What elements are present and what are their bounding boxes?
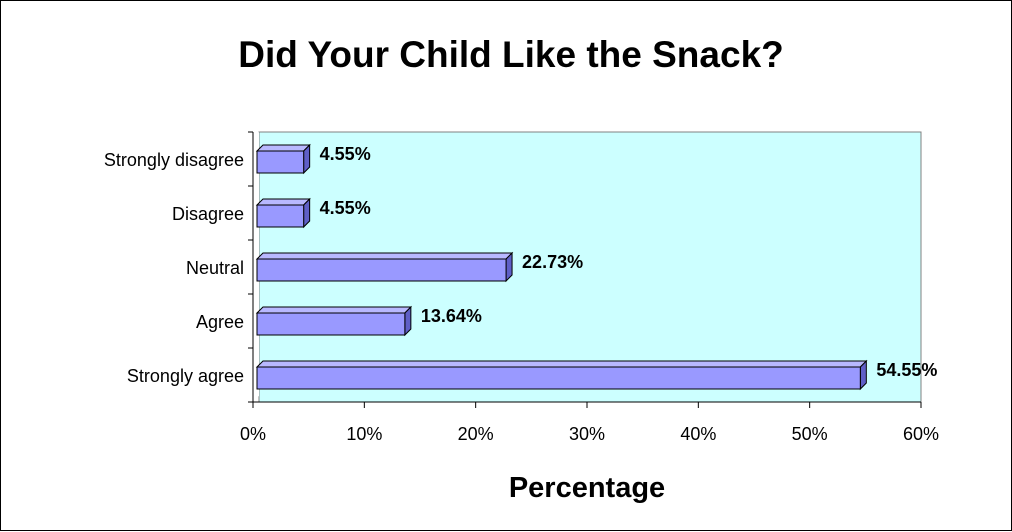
x-tick-label-3: 30% [569,424,605,444]
bar-1 [255,197,311,229]
value-labels-group: 4.55% 4.55% 22.73% 13.64% 54.55% [320,144,938,380]
bar-4 [255,359,868,391]
x-tick-label-5: 50% [792,424,828,444]
value-label-0: 4.55% [320,144,371,164]
category-label-1: Disagree [172,204,244,224]
bars-group [255,143,868,391]
chart-title: Did Your Child Like the Snack? [238,34,784,75]
bar-2 [255,251,514,283]
category-label-4: Strongly agree [127,366,244,386]
category-label-2: Neutral [186,258,244,278]
x-tick-label-4: 40% [680,424,716,444]
x-axis-title: Percentage [509,472,665,504]
x-tick-label-0: 0% [240,424,266,444]
bar-top-face [255,198,311,206]
category-label-3: Agree [196,312,244,332]
value-label-1: 4.55% [320,198,371,218]
bar-top-face [255,306,413,314]
value-label-2: 22.73% [522,252,583,272]
category-label-0: Strongly disagree [104,150,244,170]
axes-group: Strongly disagree Disagree Neutral Agree Str… [104,131,939,444]
bar-3 [255,305,413,337]
x-tick-label-2: 20% [458,424,494,444]
bar-top-face [255,360,868,368]
bar-front-face [256,258,507,282]
x-tick-label-1: 10% [346,424,382,444]
bar-front-face [256,366,861,390]
bar-front-face [256,150,305,174]
value-label-3: 13.64% [421,306,482,326]
bar-front-face [256,204,305,228]
bar-top-face [255,144,311,152]
bar-top-face [255,252,514,260]
x-tick-label-6: 60% [903,424,939,444]
value-label-4: 54.55% [876,360,937,380]
bar-0 [255,143,311,175]
bar-front-face [256,312,406,336]
